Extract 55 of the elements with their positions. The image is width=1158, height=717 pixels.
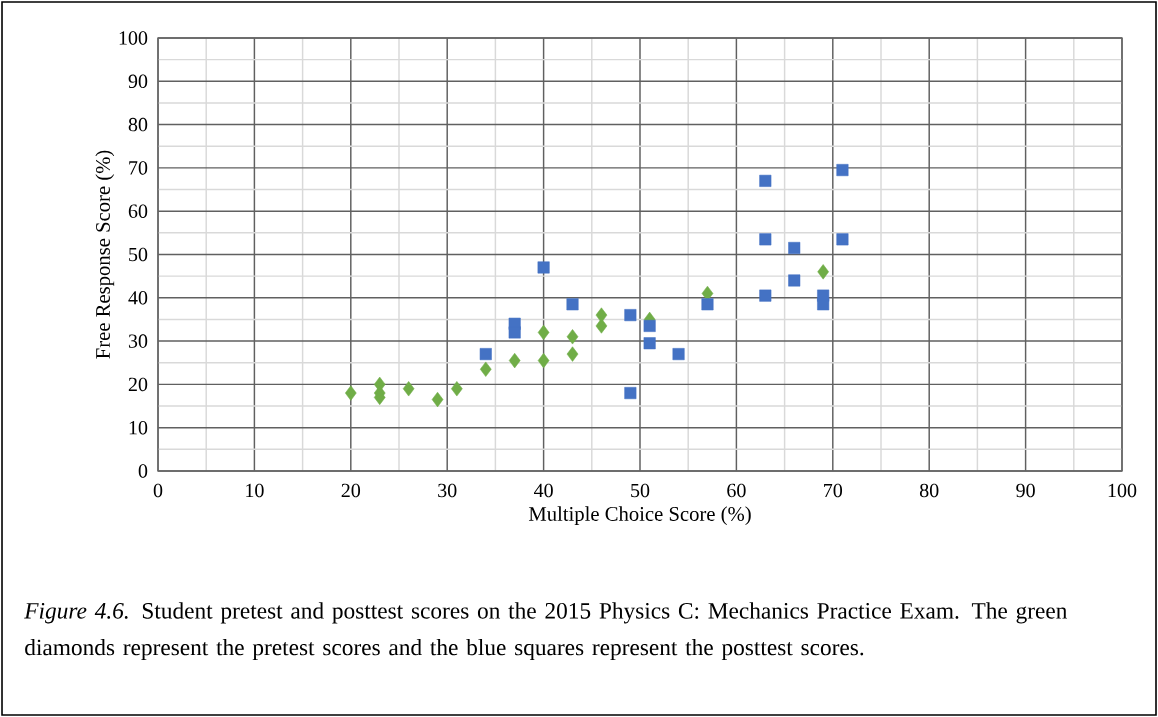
x-tick-label: 20 xyxy=(341,483,361,498)
y-tick-label: 10 xyxy=(129,420,148,435)
x-tick-label: 0 xyxy=(153,483,163,498)
point xyxy=(759,289,772,302)
point xyxy=(345,385,357,401)
point xyxy=(431,391,444,408)
y-tick-label: 70 xyxy=(129,161,148,175)
x-tick-label: 60 xyxy=(727,483,746,498)
point xyxy=(537,352,550,369)
point xyxy=(402,381,415,397)
y-axis-title: Free Response Score (%) xyxy=(95,150,115,359)
x-tick-label: 30 xyxy=(438,483,457,498)
point xyxy=(479,361,492,377)
point xyxy=(836,164,849,177)
point xyxy=(566,329,579,345)
point xyxy=(508,326,521,339)
y-tick-label: 80 xyxy=(128,117,148,132)
point xyxy=(624,309,637,322)
point xyxy=(836,233,849,246)
point xyxy=(451,381,463,397)
point xyxy=(672,348,685,361)
point xyxy=(537,324,550,341)
x-tick-label: 100 xyxy=(1108,483,1137,498)
point xyxy=(508,352,521,369)
point xyxy=(643,319,656,332)
point xyxy=(566,346,579,362)
point xyxy=(537,261,550,274)
text: Figure 4.6. Student pretest and posttest scores on the 2015 Physics C: Mechanics Practice Exam. The green diamonds represent the pretest scores and the blue squares represent the posttest scores. xyxy=(24,602,1068,661)
y-tick-label: 50 xyxy=(129,247,148,262)
x-tick-label: 50 xyxy=(631,483,650,498)
point xyxy=(788,241,801,254)
x-tick-label: 90 xyxy=(1016,483,1035,498)
point xyxy=(624,387,637,400)
x-tick-label: 10 xyxy=(246,483,264,498)
point xyxy=(759,233,772,246)
x-tick-label: 40 xyxy=(534,483,553,498)
y-tick-label: 100 xyxy=(119,31,148,45)
y-tick-label: 60 xyxy=(128,204,148,218)
y-tick-label: 90 xyxy=(128,74,148,89)
x-tick-label: 70 xyxy=(824,483,843,498)
point xyxy=(759,174,772,187)
point xyxy=(566,298,579,311)
y-tick-label: 30 xyxy=(128,334,148,348)
x-tick-label: 80 xyxy=(919,483,939,498)
point xyxy=(788,274,801,287)
point xyxy=(817,298,830,311)
point xyxy=(595,307,608,323)
point xyxy=(817,264,829,280)
point xyxy=(701,298,714,311)
y-tick-label: 40 xyxy=(128,291,148,305)
x-axis-title: Multiple Choice Score (%) xyxy=(528,506,751,526)
y-tick-label: 20 xyxy=(128,377,148,392)
point xyxy=(479,348,492,361)
y-tick-label: 0 xyxy=(138,464,148,478)
point xyxy=(643,337,656,350)
